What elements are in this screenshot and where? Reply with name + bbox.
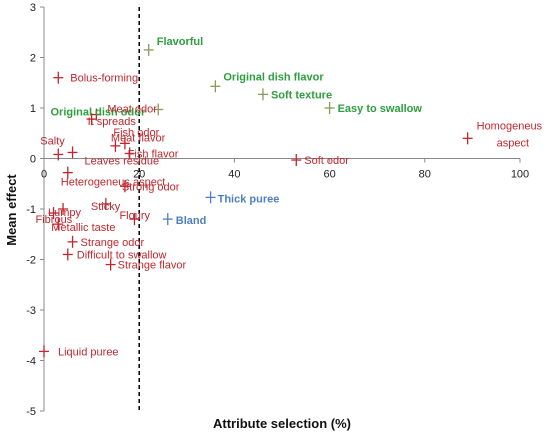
- data-point: [53, 218, 64, 231]
- y-tick-label: -3: [26, 305, 36, 317]
- x-tick-label: 80: [419, 169, 431, 181]
- data-point: [291, 154, 302, 167]
- data-label: Liquid puree: [58, 346, 119, 358]
- data-point: [143, 43, 154, 56]
- data-point: [39, 345, 49, 358]
- data-point: [48, 207, 59, 220]
- data-label: Fibrous: [36, 214, 73, 226]
- data-label: Thick puree: [218, 193, 280, 205]
- data-point: [162, 213, 173, 226]
- y-tick-label: -4: [26, 356, 36, 368]
- y-tick-label: 1: [30, 103, 36, 115]
- data-label: Heterogeneus aspect: [61, 177, 166, 189]
- data-label: Fish odor: [113, 127, 159, 139]
- data-label: Strange odor: [81, 237, 145, 249]
- data-point: [119, 137, 130, 150]
- y-tick-label: -5: [26, 406, 36, 418]
- data-label: Strong odor: [122, 181, 180, 193]
- y-tick-label: 3: [30, 2, 36, 14]
- data-point: [58, 203, 69, 215]
- y-tick-label: -2: [26, 255, 36, 267]
- data-point: [257, 88, 268, 101]
- data-point: [462, 132, 473, 145]
- data-label: Easy to swallow: [338, 103, 423, 115]
- data-label: Original dish flavor: [223, 71, 324, 83]
- axes: [40, 6, 521, 412]
- data-point: [110, 139, 121, 152]
- data-point: [53, 71, 64, 84]
- y-axis-title: Mean effect: [4, 174, 19, 246]
- data-label: Bolus-forming: [70, 73, 138, 85]
- data-point: [153, 103, 164, 116]
- data-label: Difficult to swallow: [77, 249, 167, 261]
- data-point: [86, 113, 97, 126]
- data-point: [205, 191, 216, 204]
- data-label: Homogeneus aspect: [477, 120, 543, 149]
- data-label: Floury: [119, 210, 150, 222]
- x-axis-title: Attribute selection (%): [213, 416, 351, 431]
- data-point: [67, 235, 78, 248]
- data-label: Soft texture: [271, 89, 332, 101]
- data-label: It spreads: [88, 116, 137, 128]
- x-tick-label: 40: [228, 169, 240, 181]
- data-label: Salty: [40, 135, 65, 147]
- data-label: Fish flavor: [128, 148, 179, 160]
- data-label: Lumpy: [48, 207, 82, 219]
- data-point: [53, 148, 64, 161]
- data-label: Soft odor: [304, 155, 349, 167]
- data-label: Sticky: [91, 201, 121, 213]
- data-point: [105, 258, 116, 271]
- data-label: Bland: [176, 215, 207, 227]
- data-label: Original dish odor: [51, 107, 146, 119]
- data-point: [124, 147, 135, 160]
- data-label: Meat flavor: [111, 132, 166, 144]
- data-point: [129, 213, 140, 226]
- data-label: Flavorful: [157, 36, 203, 48]
- data-point: [119, 180, 130, 193]
- data-points: [39, 43, 473, 358]
- x-tick-label: 100: [511, 169, 529, 181]
- y-tick-label: 0: [30, 154, 36, 166]
- data-point: [67, 146, 78, 159]
- data-point: [62, 248, 73, 261]
- data-point: [100, 197, 111, 210]
- data-label: Leaves residue: [85, 155, 160, 167]
- data-point: [324, 102, 335, 114]
- tick-labels: -5 -4 -3 -2 -1 0 1 2 3 0 20 40 60 80 100: [26, 2, 529, 418]
- y-tick-label: 2: [30, 53, 36, 65]
- data-labels: Flavorful Original dish flavor Soft textur…: [36, 36, 543, 358]
- x-tick-label: 60: [323, 169, 335, 181]
- data-label: Strange flavor: [118, 260, 187, 272]
- y-tick-label: -1: [26, 204, 36, 216]
- x-tick-label: 0: [41, 169, 47, 181]
- data-label: Meat odor: [107, 104, 157, 116]
- data-point: [210, 80, 221, 93]
- data-label: Metallic taste: [51, 222, 115, 234]
- x-tick-label: 20: [133, 169, 145, 181]
- data-point: [62, 166, 73, 179]
